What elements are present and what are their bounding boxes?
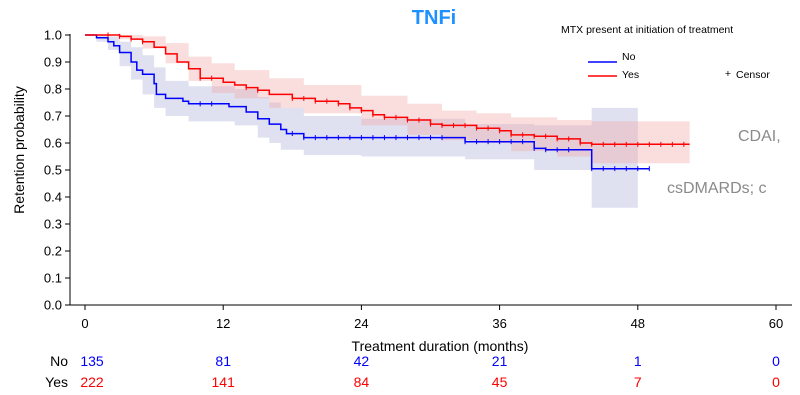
ci-band-no bbox=[85, 35, 638, 208]
risk-count-yes: 45 bbox=[492, 374, 508, 390]
legend-label-no: No bbox=[622, 51, 636, 63]
axes: 0.0 0.1 0.2 0.3 0.4 0.5 0.6 0.7 0.8 0.9 1.0 0 12 24 36… bbox=[44, 28, 792, 331]
risk-count-no: 0 bbox=[772, 353, 780, 369]
risk-row-label-no: No bbox=[50, 353, 68, 369]
risk-count-yes: 141 bbox=[212, 374, 236, 390]
y-tick-label: 0.8 bbox=[44, 82, 62, 97]
risk-table: No 135 81 42 21 1 0 Yes 222 141 84 45 7 0 bbox=[45, 353, 780, 390]
legend-censor-label: Censor bbox=[736, 69, 770, 81]
risk-row-label-yes: Yes bbox=[45, 374, 68, 390]
x-tick-label: 24 bbox=[354, 316, 368, 331]
x-tick-label: 36 bbox=[492, 316, 506, 331]
risk-count-yes: 84 bbox=[354, 374, 370, 390]
x-tick-label: 0 bbox=[81, 316, 88, 331]
confidence-bands bbox=[85, 35, 690, 208]
censor-marks bbox=[107, 32, 685, 172]
risk-count-yes: 222 bbox=[80, 374, 104, 390]
overlay-text-csdmards: csDMARDs; c bbox=[667, 180, 767, 197]
risk-count-yes: 7 bbox=[634, 374, 642, 390]
y-tick-label: 0.1 bbox=[44, 271, 62, 286]
risk-count-no: 135 bbox=[80, 353, 104, 369]
legend-censor-symbol: + bbox=[725, 68, 731, 80]
legend-label-yes: Yes bbox=[622, 69, 639, 81]
chart-title: TNFi bbox=[412, 7, 456, 29]
x-axis-title: Treatment duration (months) bbox=[352, 338, 529, 354]
legend-title: MTX present at initiation of treatment bbox=[561, 24, 733, 36]
y-tick-label: 1.0 bbox=[44, 28, 62, 43]
risk-count-no: 81 bbox=[215, 353, 231, 369]
y-tick-label: 0.0 bbox=[44, 298, 62, 313]
risk-count-no: 42 bbox=[354, 353, 370, 369]
y-tick-label: 0.2 bbox=[44, 244, 62, 259]
y-tick-label: 0.4 bbox=[44, 190, 62, 205]
risk-count-no: 21 bbox=[492, 353, 508, 369]
y-tick-label: 0.3 bbox=[44, 217, 62, 232]
ci-band-yes bbox=[85, 35, 690, 164]
y-tick-label: 0.5 bbox=[44, 163, 62, 178]
y-tick-label: 0.9 bbox=[44, 55, 62, 70]
y-tick-label: 0.6 bbox=[44, 136, 62, 151]
risk-count-no: 1 bbox=[634, 353, 642, 369]
y-tick-label: 0.7 bbox=[44, 109, 62, 124]
x-tick-label: 60 bbox=[769, 316, 783, 331]
x-tick-label: 12 bbox=[216, 316, 230, 331]
risk-count-yes: 0 bbox=[772, 374, 780, 390]
legend: MTX present at initiation of treatment N… bbox=[561, 24, 770, 81]
x-tick-label: 48 bbox=[631, 316, 645, 331]
curve-no bbox=[85, 34, 650, 170]
overlay-text-cdai: CDAI, bbox=[738, 128, 781, 145]
y-axis-title: Retention probability bbox=[11, 86, 27, 214]
